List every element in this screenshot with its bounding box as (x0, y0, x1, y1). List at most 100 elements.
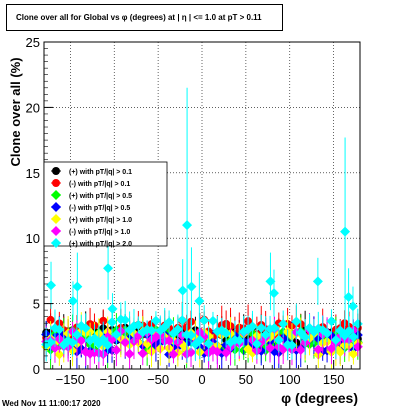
data-point (300, 332, 311, 343)
data-point (265, 343, 276, 354)
data-point (343, 292, 354, 303)
data-point (46, 280, 57, 291)
data-point (322, 328, 333, 339)
data-point (340, 226, 351, 237)
legend-box (43, 161, 168, 247)
y-tick-label: 10 (26, 231, 40, 246)
data-point (348, 331, 359, 342)
data-point (168, 349, 179, 360)
x-tick-label: −100 (100, 372, 129, 387)
data-point (312, 276, 323, 287)
data-point (268, 288, 279, 299)
data-point (286, 340, 297, 351)
data-point (72, 281, 83, 292)
x-tick-label: −50 (147, 372, 169, 387)
data-point (164, 335, 175, 346)
x-tick-label: 50 (239, 372, 253, 387)
y-tick-label: 25 (26, 35, 40, 50)
legend-marker (51, 202, 61, 212)
data-point (295, 345, 306, 356)
data-point (177, 285, 188, 296)
data-point (182, 220, 193, 231)
data-point (335, 347, 346, 358)
y-tick-label: 5 (33, 297, 40, 312)
data-point (46, 315, 55, 324)
data-point (344, 325, 355, 336)
data-point (54, 349, 65, 360)
data-point (199, 315, 210, 326)
data-point (207, 315, 218, 326)
data-point (107, 303, 118, 314)
data-point (330, 334, 341, 345)
data-point (186, 281, 197, 292)
legend-marker (52, 179, 60, 187)
data-point (137, 348, 148, 359)
x-tick-label: 100 (279, 372, 301, 387)
data-point (111, 345, 122, 356)
data-point (194, 334, 205, 345)
data-point (120, 337, 131, 348)
series-6 (41, 87, 363, 363)
legend-label: (-) with pT/|q| > 0.1 (69, 181, 130, 188)
data-point (348, 349, 359, 360)
data-point (278, 318, 289, 329)
data-point (54, 324, 65, 335)
data-point (99, 316, 108, 325)
data-point (247, 321, 258, 332)
chart-title: Clone over all for Global vs φ (degrees)… (6, 4, 283, 31)
legend-label: (+) with pT/|q| > 0.1 (69, 169, 132, 176)
data-point (49, 342, 60, 353)
data-point (103, 263, 114, 274)
legend-label: (-) with pT/|q| > 0.5 (69, 205, 130, 212)
legend-marker (51, 214, 61, 224)
data-point (260, 329, 271, 340)
y-axis-label: Clone over all (%) (8, 57, 23, 166)
grid (44, 42, 360, 369)
data-point (67, 337, 78, 348)
data-point (164, 317, 175, 328)
data-point (76, 335, 87, 346)
legend-label: (+) with pT/|q| > 2.0 (69, 241, 132, 248)
legend: (+) with pT/|q| > 0.1 (-) with pT/|q| > 0… (43, 161, 168, 248)
data-point (203, 338, 214, 349)
data-point (326, 343, 337, 354)
data-point (150, 315, 161, 326)
legend-label: (+) with pT/|q| > 1.0 (69, 217, 132, 224)
data-point (256, 322, 267, 333)
data-point (45, 337, 56, 348)
legend-marker (51, 190, 61, 200)
data-point (234, 335, 245, 346)
data-point (186, 330, 197, 341)
x-tick-label: 150 (323, 372, 345, 387)
data-point (71, 329, 82, 340)
data-point (111, 329, 122, 340)
data-point (265, 276, 276, 287)
x-axis-label: φ (degrees) (281, 390, 358, 406)
data-point (194, 295, 205, 306)
data-point (269, 323, 280, 334)
data-point (133, 319, 144, 330)
data-point (251, 338, 262, 349)
data-point (212, 346, 223, 357)
data-point (124, 348, 135, 359)
data-point (80, 323, 91, 334)
x-tick-label: −150 (56, 372, 85, 387)
data-point (102, 340, 113, 351)
y-tick-label: 20 (26, 100, 40, 115)
axes: −150 −100 −50 0 50 100 150 0 5 10 15 20 25 (26, 35, 361, 387)
y-tick-label: 0 (33, 362, 40, 377)
y-tick-label: 15 (26, 166, 40, 181)
data-point (186, 347, 197, 358)
data-point (120, 315, 131, 326)
legend-label: (+) with pT/|q| > 0.5 (69, 193, 132, 200)
data-point (221, 328, 232, 339)
legend-marker (51, 226, 61, 236)
data-point (273, 335, 284, 346)
data-point (172, 324, 183, 335)
data-point (347, 301, 358, 312)
data-point (291, 316, 302, 327)
legend-marker (52, 167, 60, 175)
x-tick-label: 0 (198, 372, 205, 387)
legend-label: (-) with pT/|q| > 1.0 (69, 229, 130, 236)
data-point (67, 295, 78, 306)
